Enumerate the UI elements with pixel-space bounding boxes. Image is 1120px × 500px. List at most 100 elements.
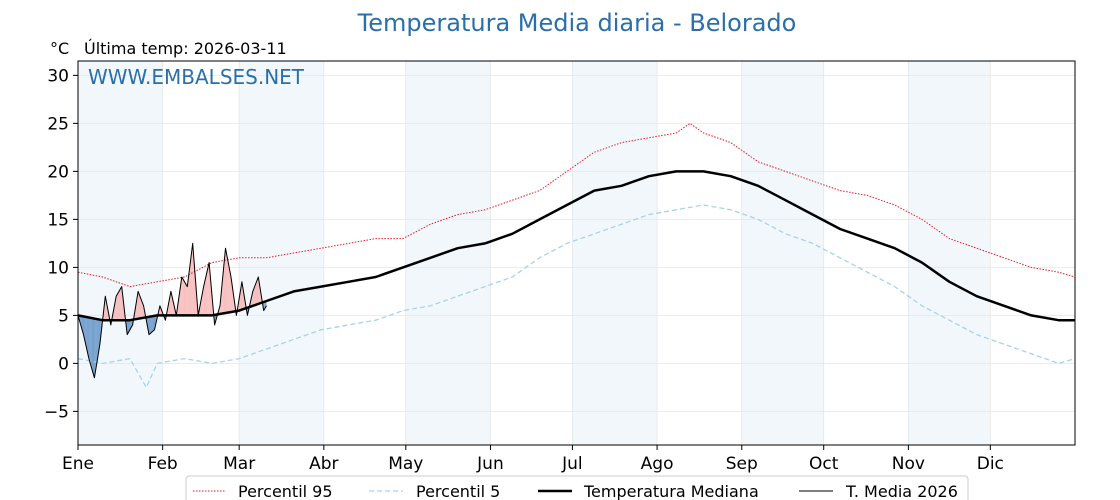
anomaly-fill-warm — [207, 266, 209, 316]
anomaly-fill-warm — [183, 280, 185, 316]
anomaly-fill-warm — [139, 293, 140, 319]
anomaly-fill-warm — [138, 291, 140, 319]
anomaly-fill-warm — [227, 257, 229, 313]
anomaly-fill-cold — [96, 318, 98, 367]
anomaly-fill-cold — [83, 316, 85, 339]
anomaly-fill-warm — [186, 285, 188, 316]
anomaly-fill-cold — [88, 317, 89, 359]
anomaly-fill-warm — [181, 277, 183, 316]
anomaly-fill-warm — [182, 278, 184, 316]
month-band — [239, 61, 324, 445]
anomaly-fill-warm — [118, 291, 119, 321]
watermark-text: WWW.EMBALSES.NET — [88, 65, 305, 89]
anomaly-fill-warm — [192, 243, 194, 316]
grid-lines — [77, 61, 1075, 445]
anomaly-fill-cold — [82, 316, 84, 335]
x-tick-label: Jun — [476, 454, 504, 474]
anomaly-fill-warm — [189, 265, 190, 316]
month-band — [908, 61, 991, 445]
anomaly-fill-warm — [252, 289, 254, 306]
anomaly-fill-cold — [91, 318, 93, 372]
anomaly-fill-warm — [208, 262, 210, 316]
y-axis: −5 0 5 10 15 20 25 30 — [44, 66, 78, 422]
legend-label-2026: T. Media 2026 — [845, 482, 958, 500]
anomaly-fill-warm — [117, 293, 119, 321]
anomaly-fill-warm — [187, 279, 189, 316]
month-band — [741, 61, 824, 445]
anomaly-fill-warm — [253, 286, 255, 306]
legend-label-p5: Percentil 5 — [416, 482, 500, 500]
anomaly-fill-cold — [86, 317, 88, 351]
anomaly-fill-warm — [139, 296, 141, 319]
anomaly-fill-cold — [95, 318, 97, 373]
anomaly-fill-cold — [87, 317, 89, 355]
x-tick-label: Mar — [223, 454, 255, 474]
series-line-p5 — [77, 204, 1076, 389]
anomaly-fill-cold — [89, 317, 91, 365]
anomaly-fill-warm — [230, 272, 231, 313]
x-tick-label: Nov — [892, 454, 925, 474]
anomaly-fill-warm — [228, 262, 230, 313]
anomaly-fill-cold — [149, 316, 150, 335]
series-line-median — [77, 170, 1075, 322]
anomaly-fill-cold — [128, 320, 129, 333]
anomaly-fill-warm — [256, 279, 258, 305]
anomaly-fill-warm — [180, 277, 182, 316]
anomaly-fill-warm — [116, 294, 118, 321]
month-band — [405, 61, 491, 445]
x-tick-label: Jul — [561, 454, 583, 474]
anomaly-fill-warm — [119, 288, 121, 321]
x-tick-label: May — [388, 454, 423, 474]
anomaly-fill-cold — [127, 320, 129, 335]
anomaly-fill-cold — [93, 318, 95, 378]
anomaly-fill-warm — [188, 272, 190, 316]
last-temp-label: Última temp: 2026-03-11 — [84, 39, 287, 58]
y-tick-label: 10 — [47, 258, 69, 278]
anomaly-fill-warm — [206, 270, 208, 316]
anomaly-fill-warm — [118, 289, 120, 321]
anomaly-fill-warm — [184, 281, 186, 316]
anomaly-fill-warm — [140, 298, 142, 319]
anomaly-fill-cold — [150, 316, 152, 333]
anomaly-fill-cold — [92, 318, 94, 375]
y-tick-label: 5 — [58, 306, 69, 326]
anomaly-fill-warm — [191, 243, 193, 316]
anomaly-fill-cold — [152, 316, 154, 332]
x-tick-label: Dic — [977, 454, 1004, 474]
chart-title: Temperatura Media diaria - Belorado — [357, 9, 797, 37]
series-line-2026 — [77, 242, 267, 379]
anomaly-fill-warm — [223, 257, 225, 314]
series-lines — [77, 122, 1076, 389]
month-bands — [78, 61, 991, 445]
anomaly-fill-warm — [204, 278, 206, 316]
plot-frame — [77, 60, 1076, 446]
anomaly-fill-warm — [185, 283, 187, 316]
series-line-p95 — [77, 122, 1076, 288]
anomaly-fill-cold — [153, 315, 155, 331]
anomaly-fill-warm — [255, 281, 257, 305]
y-tick-label: 15 — [47, 210, 69, 230]
anomaly-fill-cold — [129, 320, 131, 330]
anomaly-fill-warm — [254, 284, 256, 306]
y-unit-label: °C — [50, 39, 69, 58]
x-axis: Ene Feb Mar Abr May Jun Jul Ago Sep Oct Nov Dic — [62, 445, 1004, 474]
anomaly-fill-warm — [202, 286, 204, 316]
legend: Percentil 95 Percentil 5 Temperatura Med… — [185, 475, 969, 500]
x-tick-label: Ene — [62, 454, 94, 474]
anomaly-fill-warm — [230, 277, 232, 313]
anomaly-fill-warm — [120, 286, 122, 321]
y-tick-label: 25 — [47, 114, 69, 134]
y-tick-label: 0 — [58, 354, 69, 374]
anomaly-fill-warm — [189, 257, 191, 316]
anomaly-fill-cold — [149, 316, 151, 334]
anomaly-fill-cold — [85, 316, 87, 347]
legend-label-median: Temperatura Mediana — [583, 482, 759, 500]
x-tick-label: Oct — [809, 454, 839, 474]
x-tick-label: Abr — [309, 454, 338, 474]
anomaly-fill-warm — [141, 301, 143, 319]
month-band — [78, 61, 163, 445]
anomaly-fill-cold — [88, 317, 90, 362]
anomaly-fill-warm — [224, 248, 226, 314]
anomaly-fill-cold — [94, 318, 96, 378]
